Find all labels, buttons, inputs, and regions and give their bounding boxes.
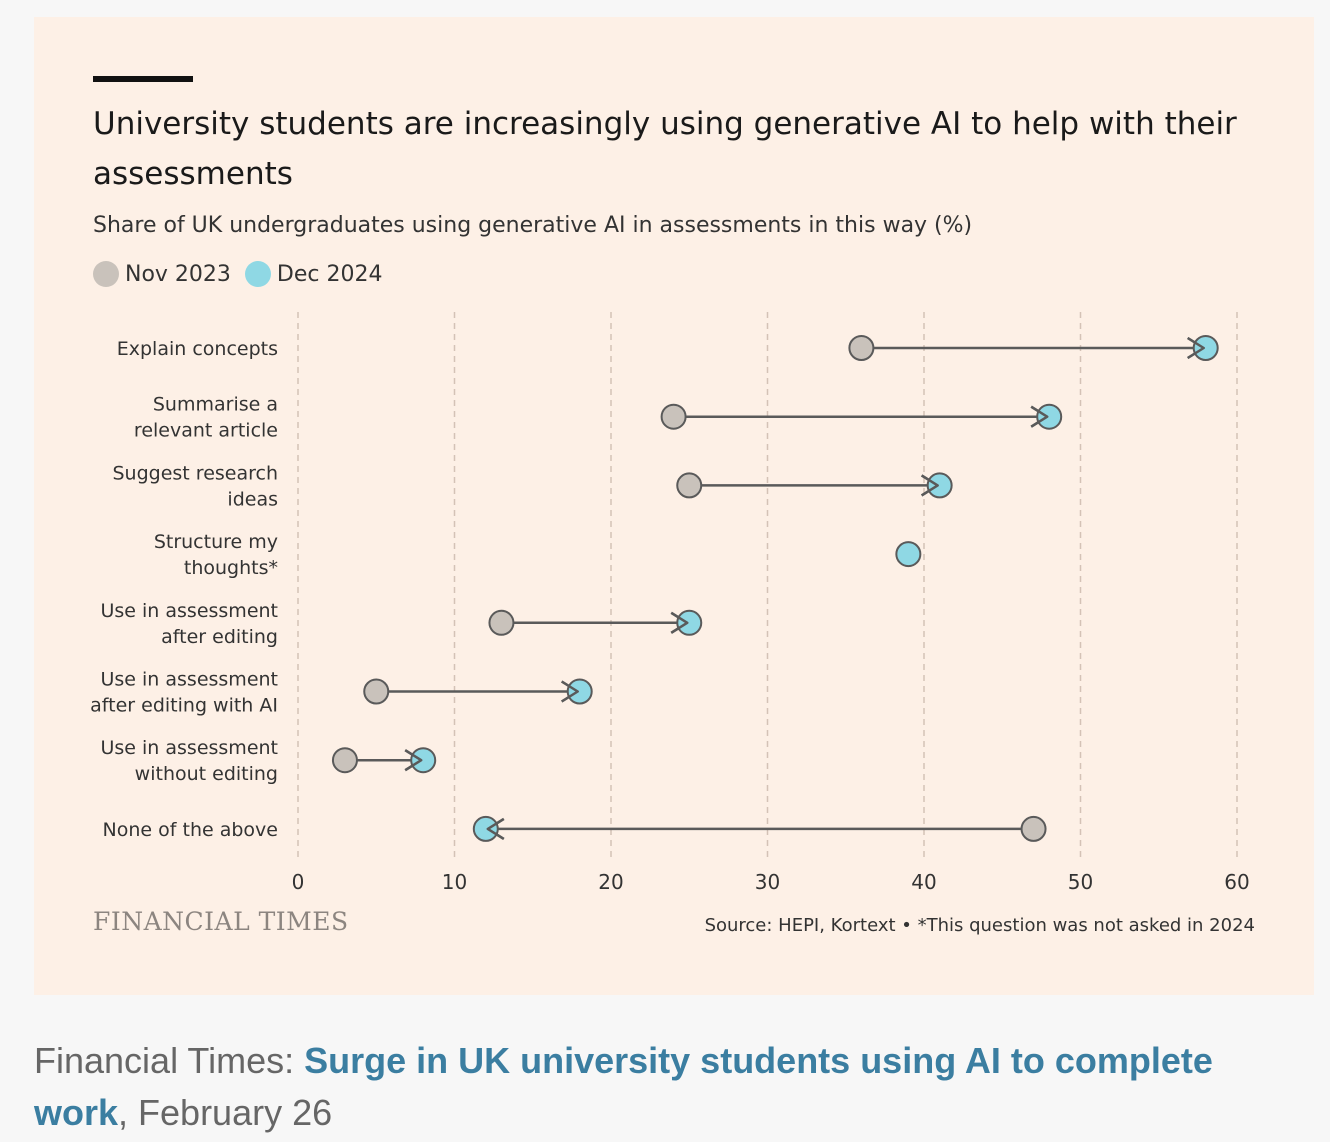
x-tick-label-0: 0 xyxy=(292,870,305,894)
arrowhead-overlay-2 xyxy=(920,474,939,497)
category-label-5-0: Use in assessment xyxy=(100,669,278,691)
chart-card: University students are increasingly usi… xyxy=(34,17,1314,995)
category-label-3-0: Structure my xyxy=(154,531,278,553)
x-tick-label-40: 40 xyxy=(911,870,936,894)
point-dec-2024-6 xyxy=(410,747,437,774)
point-nov-2023-0 xyxy=(848,335,875,361)
x-tick-label-10: 10 xyxy=(442,870,467,894)
legend-label-dec-2024: Dec 2024 xyxy=(276,261,383,287)
point-dec-2024-3 xyxy=(895,541,922,568)
category-label-3-1: thoughts* xyxy=(184,557,278,579)
arrowhead-overlay-0 xyxy=(1187,336,1205,360)
legend-item-dec-2024: Dec 2024 xyxy=(244,261,383,287)
point-nov-2023-4 xyxy=(488,609,515,636)
category-label-4-0: Use in assessment xyxy=(100,600,278,622)
category-label-1-0: Summarise a xyxy=(153,394,278,416)
ft-logo: FINANCIAL TIMES xyxy=(93,907,349,936)
point-nov-2023-2 xyxy=(676,472,703,499)
arrowhead-overlay-4 xyxy=(670,611,689,634)
x-tick-label-30: 30 xyxy=(755,870,780,894)
arrowhead-overlay-1 xyxy=(1030,405,1049,428)
category-label-2-0: Suggest research xyxy=(113,462,279,484)
article-caption: Financial Times: Surge in UK university … xyxy=(34,1035,1294,1139)
point-nov-2023-6 xyxy=(331,747,358,774)
x-tick-label-60: 60 xyxy=(1224,870,1249,894)
point-nov-2023-5 xyxy=(363,678,390,705)
category-label-0-0: Explain concepts xyxy=(117,338,278,360)
category-label-6-1: without editing xyxy=(135,763,278,785)
x-tick-label-20: 20 xyxy=(598,870,623,894)
article-link[interactable]: Surge in UK university students using AI… xyxy=(34,1040,1213,1133)
point-nov-2023-1 xyxy=(660,403,687,430)
point-dec-2024-4 xyxy=(676,609,703,636)
ft-accent-bar xyxy=(93,76,193,82)
category-label-4-1: after editing xyxy=(161,626,278,648)
legend-item-nov-2023: Nov 2023 xyxy=(93,261,231,287)
category-label-1-1: relevant article xyxy=(134,420,278,442)
caption-prefix: Financial Times: xyxy=(34,1040,305,1081)
legend-swatch-dec-2024 xyxy=(244,261,271,287)
category-label-6-0: Use in assessment xyxy=(100,737,278,759)
arrowhead-overlay-5 xyxy=(561,680,579,703)
point-dec-2024-7 xyxy=(472,815,499,842)
category-label-2-1: ideas xyxy=(227,488,278,510)
dumbbell-chart: 0 10 20 30 40 50 60 Explain concepts Summarise a… xyxy=(90,312,1250,894)
point-dec-2024-1 xyxy=(1036,403,1063,430)
legend-swatch-nov-2023 xyxy=(93,261,119,287)
chart-title: University students are increasingly usi… xyxy=(93,106,1237,192)
x-tick-label-50: 50 xyxy=(1068,870,1093,894)
arrowhead-overlay-7 xyxy=(486,817,505,840)
point-dec-2024-5 xyxy=(566,678,593,705)
category-label-5-1: after editing with AI xyxy=(90,695,278,717)
point-nov-2023-7 xyxy=(1020,815,1047,842)
point-dec-2024-2 xyxy=(926,472,953,499)
legend-label-nov-2023: Nov 2023 xyxy=(125,261,231,287)
category-label-7-0: None of the above xyxy=(103,819,278,841)
arrowhead-overlay-6 xyxy=(404,749,423,772)
caption-suffix: , February 26 xyxy=(118,1092,333,1133)
chart-source-note: Source: HEPI, Kortext • *This question w… xyxy=(704,915,1255,936)
legend: Nov 2023 Dec 2024 xyxy=(93,261,396,287)
chart-subtitle: Share of UK undergraduates using generat… xyxy=(93,213,973,238)
point-dec-2024-0 xyxy=(1192,335,1219,361)
